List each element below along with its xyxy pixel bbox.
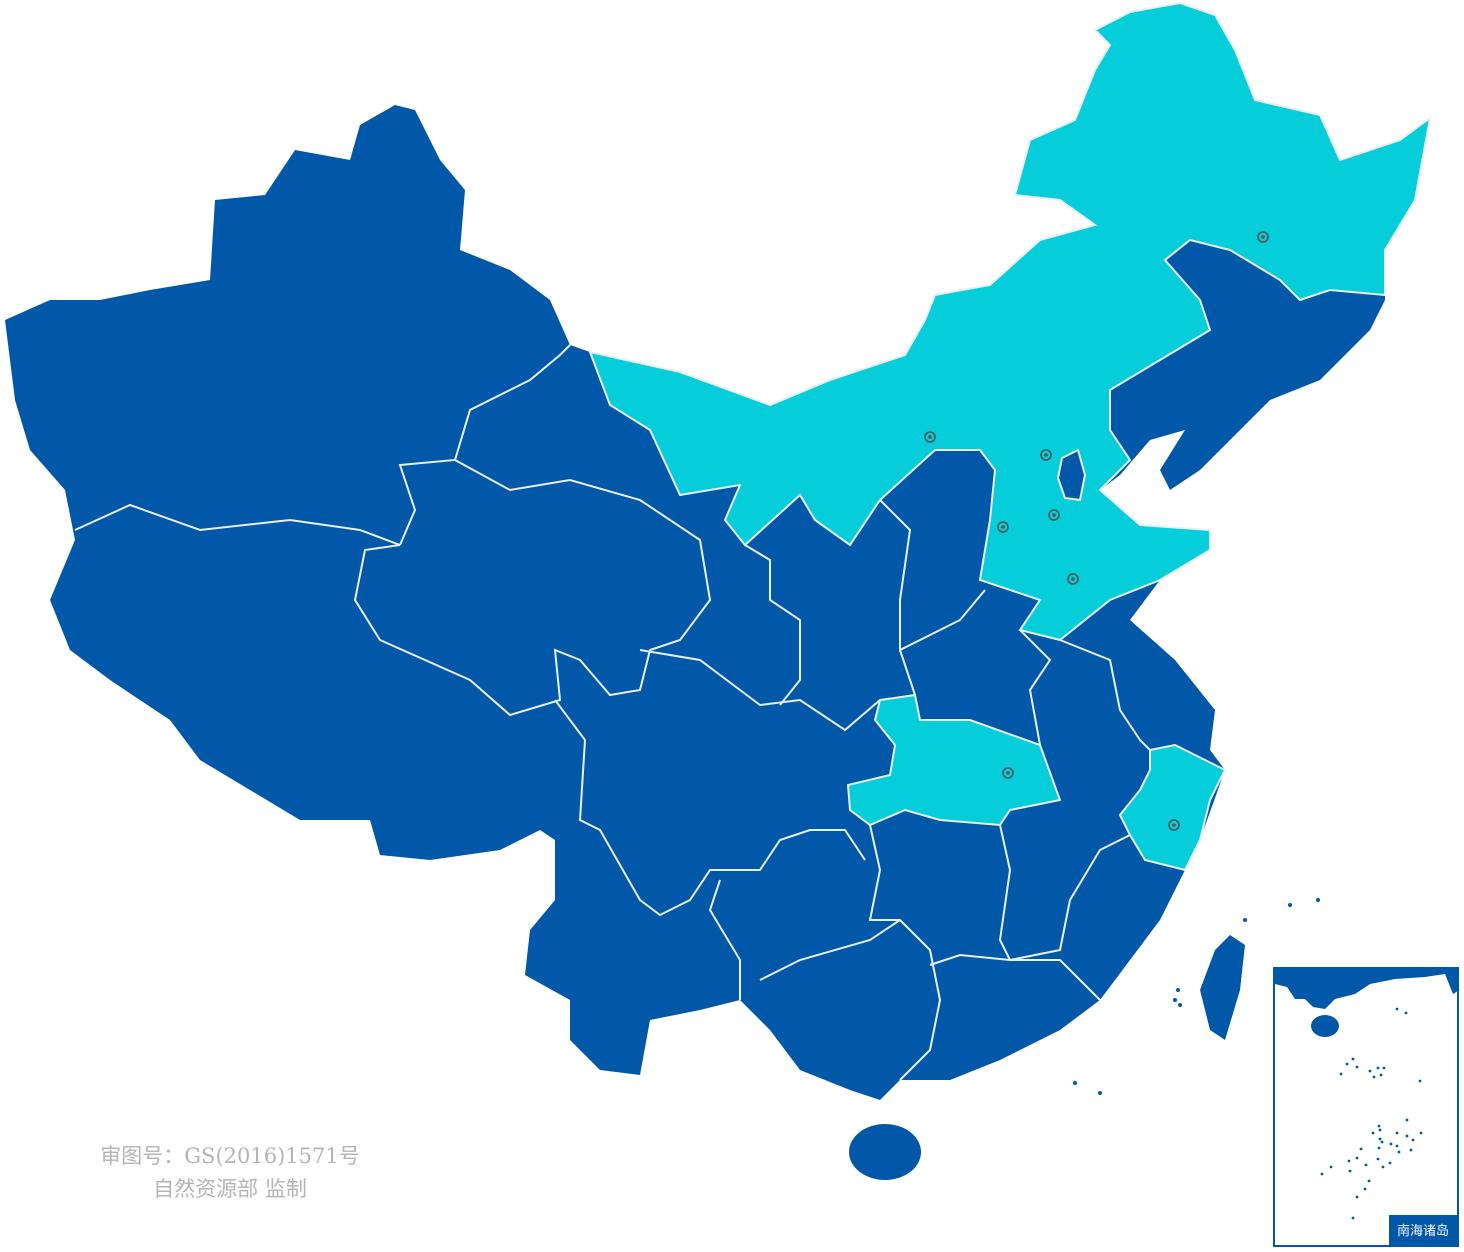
inset-island-dot (1355, 1156, 1359, 1160)
province-borders (74, 344, 1151, 1081)
markers (924, 231, 1320, 1095)
target-circle-icon (997, 521, 1009, 533)
inset-island-dot (1389, 1142, 1393, 1146)
map-approval-note: 审图号：GS(2016)1571号 自然资源部 监制 (100, 1140, 360, 1206)
inset-island-dot (1382, 1066, 1386, 1070)
inset-island-dot (1376, 1066, 1380, 1070)
inset-label: 南海诸岛 (1388, 1215, 1457, 1245)
province-border-line (744, 544, 801, 706)
inset-island-dot (1405, 1134, 1409, 1138)
inset-island-dot (1351, 1216, 1355, 1220)
island-dot (1073, 1081, 1077, 1085)
taiwan-region (1200, 935, 1245, 1040)
inset-island-dot (1351, 1057, 1355, 1061)
inset-island-dot (1380, 1140, 1384, 1144)
island-dot (1176, 988, 1180, 992)
target-circle-icon (1048, 509, 1060, 521)
province-border-line (929, 953, 1101, 1001)
province-border-line (1059, 639, 1151, 751)
inset-island-dot (1378, 1128, 1382, 1132)
approval-authority: 自然资源部 监制 (153, 1177, 307, 1201)
province-border-line (74, 503, 401, 546)
highlighted-regions (588, 1, 1432, 872)
province-border-line (639, 649, 881, 732)
inset-island-dot (1397, 1150, 1401, 1154)
inset-island-dot (1405, 1118, 1409, 1122)
inset-island-dot (1329, 1165, 1333, 1169)
inset-island-dot (1395, 1131, 1399, 1135)
target-circle-icon (1257, 231, 1269, 243)
province-border-line (398, 344, 571, 546)
inset-island-dot (1355, 1195, 1359, 1199)
inset-island-dot (1348, 1169, 1352, 1173)
highlighted-hubei-region (846, 693, 1062, 827)
province-border-line (1019, 629, 1052, 746)
target-circle-icon (924, 431, 936, 443)
province-border-line (868, 824, 942, 1081)
island-dot (1178, 1003, 1182, 1007)
target-circle-icon (1067, 573, 1079, 585)
inset-island-dot (1367, 1179, 1371, 1183)
province-border-line (708, 879, 741, 1000)
province-border-line (353, 459, 712, 717)
inset-island-dot (1359, 1147, 1363, 1151)
inset-island-dot (1381, 1165, 1385, 1169)
hainan-region (849, 1124, 921, 1180)
inset-island-dot (1364, 1163, 1368, 1167)
inset-island-dot (1371, 1131, 1375, 1135)
island-dot (1243, 918, 1247, 922)
province-border-line (879, 499, 986, 652)
approval-number: 审图号：GS(2016)1571号 (100, 1144, 360, 1168)
south-china-sea-inset: 南海诸岛 (1273, 967, 1459, 1247)
island-dot (1173, 998, 1177, 1002)
inset-island-dot (1339, 1072, 1343, 1076)
island-dot (1098, 1091, 1102, 1095)
highlighted-north-region (588, 1, 1432, 642)
province-border-line (899, 649, 916, 696)
inset-island-dot (1377, 1146, 1381, 1150)
highlighted-zhejiang-region (1118, 743, 1227, 872)
inset-island-dot (1377, 1124, 1381, 1128)
inset-island-dot (1363, 1187, 1367, 1191)
inset-island-dot (1395, 1144, 1399, 1148)
inset-hainan (1311, 1015, 1339, 1037)
inset-island-dot (1404, 1011, 1408, 1015)
inset-island-dot (1368, 1069, 1372, 1073)
inset-island-dot (1320, 1172, 1324, 1176)
inset-mainland (1275, 969, 1457, 1009)
inset-island-dot (1355, 1065, 1359, 1069)
inset-island-dot (1418, 1079, 1422, 1083)
inset-island-dot (1372, 1075, 1376, 1079)
inset-island-dot (1347, 1159, 1351, 1163)
inset-island-dot (1409, 1148, 1413, 1152)
island-dot (1316, 898, 1320, 902)
province-border-line (998, 824, 1131, 962)
inset-island-dot (1379, 1073, 1383, 1077)
island-dot (1288, 903, 1292, 907)
inset-island-dot (1388, 1161, 1392, 1165)
target-circle-icon (1168, 819, 1180, 831)
inset-island-dot (1345, 1062, 1349, 1066)
inset-island-dot (1395, 1007, 1399, 1011)
province-border-line (554, 699, 866, 917)
inset-map (1275, 969, 1457, 1220)
inset-island-dot (1376, 1157, 1380, 1161)
target-circle-icon (1040, 449, 1052, 461)
inset-island-dot (1378, 1137, 1382, 1141)
inset-island-dot (1419, 1131, 1423, 1135)
tianjin-area (1056, 448, 1087, 502)
province-border-line (759, 919, 901, 981)
inset-island-dot (1411, 1138, 1415, 1142)
target-circle-icon (1002, 767, 1014, 779)
